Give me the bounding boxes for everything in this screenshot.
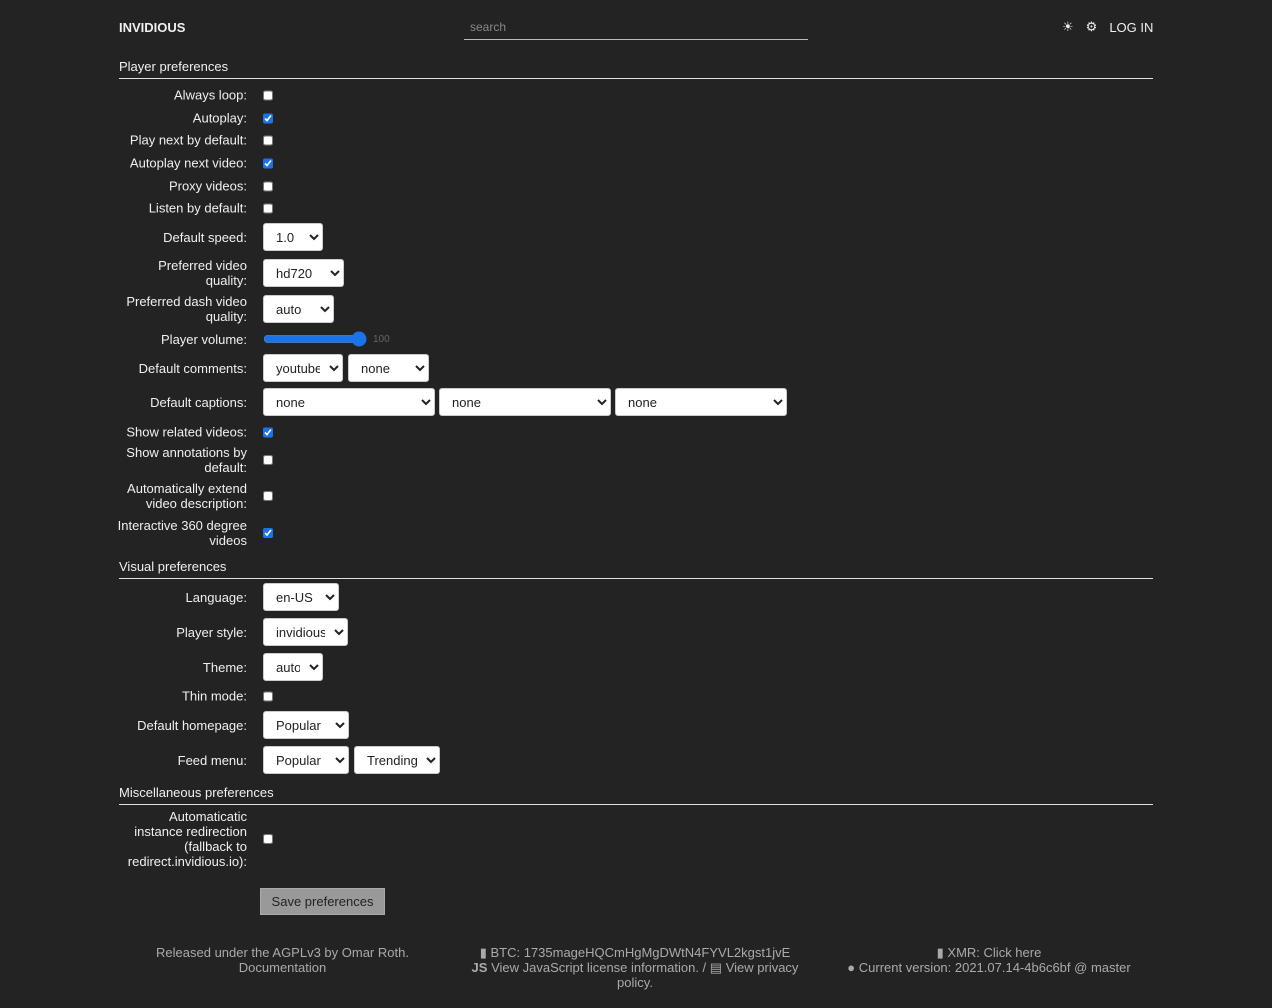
volume-slider[interactable] bbox=[263, 331, 367, 347]
quality-select[interactable]: hd720 bbox=[263, 259, 344, 287]
document-icon: ▤ bbox=[709, 960, 723, 975]
thin-mode-checkbox[interactable] bbox=[263, 691, 273, 701]
wallet-icon: ▮ bbox=[479, 945, 487, 960]
label: Automaticatic instance redirection (fallba… bbox=[127, 809, 247, 869]
save-preferences-button[interactable]: Save preferences bbox=[260, 888, 385, 915]
label: Autoplay next video: bbox=[129, 155, 247, 171]
play-next-checkbox[interactable] bbox=[263, 135, 273, 145]
vr-checkbox[interactable] bbox=[263, 528, 273, 538]
redirect-checkbox[interactable] bbox=[263, 834, 273, 844]
section-visual-title: Visual preferences bbox=[119, 559, 1153, 579]
xmr-link[interactable]: XMR: Click here bbox=[947, 945, 1042, 960]
js-icon: JS bbox=[471, 960, 488, 975]
label: Preferred video quality: bbox=[158, 258, 247, 288]
label: Interactive 360 degree videos bbox=[117, 518, 247, 548]
label: Player volume: bbox=[161, 331, 247, 347]
label: Default homepage: bbox=[137, 717, 247, 733]
label: Language: bbox=[185, 589, 247, 605]
brand-logo[interactable]: INVIDIOUS bbox=[119, 20, 186, 35]
comments-select-2[interactable]: none bbox=[348, 354, 429, 382]
label: Theme: bbox=[202, 659, 247, 675]
wallet-icon: ▮ bbox=[936, 945, 944, 960]
player-style-select[interactable]: invidious bbox=[263, 618, 348, 646]
label: Player style: bbox=[176, 624, 247, 640]
listen-checkbox[interactable] bbox=[263, 203, 273, 213]
feed-select-2[interactable]: Trending bbox=[354, 746, 440, 774]
always-loop-checkbox[interactable] bbox=[263, 90, 273, 100]
label: Default captions: bbox=[150, 394, 247, 410]
label: Thin mode: bbox=[181, 688, 247, 704]
language-select[interactable]: en-US bbox=[263, 583, 339, 611]
autoplay-checkbox[interactable] bbox=[263, 113, 273, 123]
privacy-link[interactable]: View privacy policy. bbox=[617, 960, 799, 990]
label: Play next by default: bbox=[129, 132, 247, 148]
annotations-checkbox[interactable] bbox=[263, 455, 273, 465]
dash-quality-select[interactable]: auto bbox=[263, 295, 334, 323]
label: Always loop: bbox=[174, 87, 247, 103]
homepage-select[interactable]: Popular bbox=[263, 711, 349, 739]
label: Default speed: bbox=[163, 229, 247, 245]
label: Autoplay: bbox=[192, 110, 247, 126]
section-player-title: Player preferences bbox=[119, 59, 1153, 79]
label: Automatically extend video description: bbox=[127, 481, 247, 511]
btc-address: BTC: 1735mageHQCmHgMgDWtN4FYVL2kgst1jvE bbox=[490, 945, 791, 960]
gear-icon[interactable]: ⚙ bbox=[1085, 19, 1098, 34]
feed-select-1[interactable]: Popular bbox=[263, 746, 349, 774]
label: Show annotations by default: bbox=[126, 445, 247, 475]
label: Listen by default: bbox=[148, 200, 247, 216]
label: Show related videos: bbox=[126, 424, 247, 440]
github-icon: ● bbox=[847, 960, 856, 975]
captions-select-3[interactable]: none bbox=[615, 388, 787, 416]
license-text: Released under the AGPLv3 by Omar Roth. bbox=[156, 945, 409, 960]
login-link[interactable]: LOG IN bbox=[1109, 19, 1154, 35]
label: Preferred dash video quality: bbox=[126, 294, 247, 324]
volume-value: 100 bbox=[373, 333, 390, 345]
separator: / bbox=[698, 960, 710, 975]
captions-select-1[interactable]: none bbox=[263, 388, 435, 416]
extend-description-checkbox[interactable] bbox=[263, 491, 273, 501]
label: Feed menu: bbox=[177, 752, 247, 768]
section-misc-title: Miscellaneous preferences bbox=[119, 785, 1153, 805]
js-license-link[interactable]: View JavaScript license information. bbox=[491, 960, 699, 975]
label: Default comments: bbox=[138, 360, 247, 376]
label: Proxy videos: bbox=[168, 178, 247, 194]
search-input[interactable] bbox=[464, 14, 808, 40]
speed-select[interactable]: 1.0 bbox=[263, 223, 323, 251]
autoplay-next-checkbox[interactable] bbox=[263, 158, 273, 168]
sun-icon[interactable]: ☀ bbox=[1062, 19, 1074, 34]
related-checkbox[interactable] bbox=[263, 427, 273, 437]
comments-select-1[interactable]: youtube bbox=[263, 354, 343, 382]
documentation-link[interactable]: Documentation bbox=[238, 960, 327, 975]
captions-select-2[interactable]: none bbox=[439, 388, 611, 416]
version-link[interactable]: Current version: 2021.07.14-4b6c6bf @ ma… bbox=[858, 960, 1131, 975]
theme-select[interactable]: auto bbox=[263, 653, 323, 681]
proxy-checkbox[interactable] bbox=[263, 181, 273, 191]
